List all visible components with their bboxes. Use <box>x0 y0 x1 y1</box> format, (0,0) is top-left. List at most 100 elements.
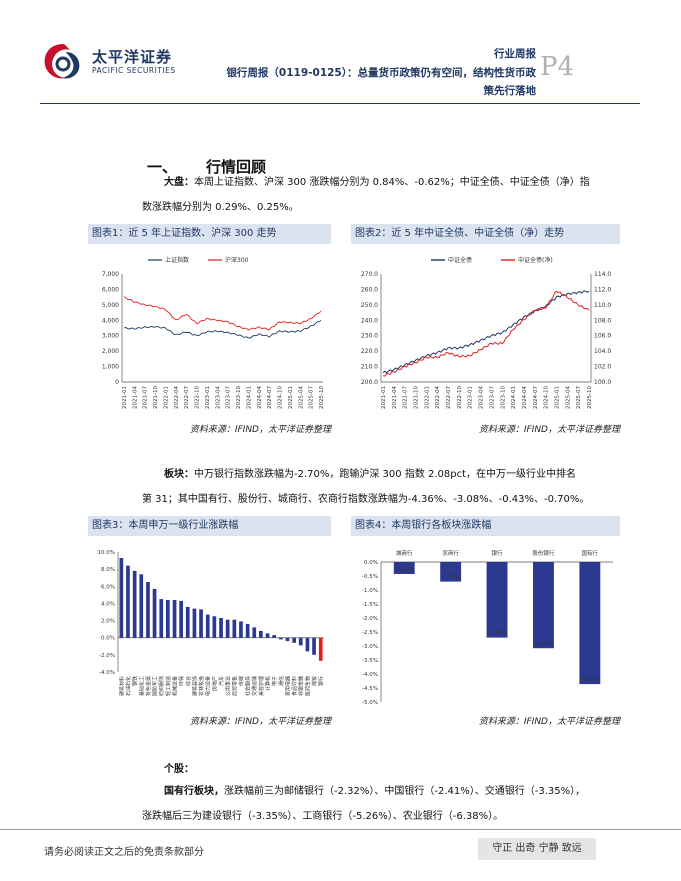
chart4-y-tick: -2.0% <box>362 616 378 622</box>
chart3-x-tick: 公用事业 <box>225 676 232 696</box>
chart2-x-tick: 2023-01 <box>468 386 474 409</box>
chart2-y-tick-right: 100.0 <box>594 379 611 386</box>
chart3-y-tick: -4.0% <box>99 670 115 676</box>
chart3-y-tick: 0.0% <box>101 636 115 642</box>
paragraph-market-line1: 大盘：本周上证指数、沪深 300 涨跌幅分别为 0.84%、-0.62%；中证全… <box>142 170 642 195</box>
figure1-title: 图表1：近 5 年上证指数、沪深 300 走势 <box>88 224 331 244</box>
chart1-x-tick: 2022-01 <box>163 386 169 409</box>
chart1-x-tick: 2022-10 <box>195 386 201 409</box>
chart3-y-tick: 6.0% <box>101 584 115 590</box>
chart2-x-tick: 2025-07 <box>576 386 582 409</box>
chart3-bar <box>139 574 144 638</box>
chart2-x-tick: 2021-10 <box>414 386 420 409</box>
chart4-y-tick: -3.0% <box>362 644 378 650</box>
logo-text-cn: 太平洋证券 <box>92 48 173 66</box>
chart3-bar <box>305 637 310 652</box>
chart-bond-index: 200.0 210.0 220.0 230.0 240.0 250.0 260.0 270.0… <box>361 256 612 409</box>
header-divider <box>40 103 640 104</box>
chart3-x-tick: 非银金融 <box>298 676 305 696</box>
chart4-y-tick: -1.0% <box>362 588 378 594</box>
chart2-x-tick: 2024-04 <box>522 386 528 409</box>
chart3-x-tick: 房地产 <box>211 676 218 691</box>
chart3-y-tick: 8.0% <box>101 567 115 573</box>
chart3-x-tick: 环保 <box>178 676 185 686</box>
chart4-x-tick: 国有行 <box>582 549 599 557</box>
paragraph-state-banks-lead: 国有行板块， <box>164 786 224 797</box>
chart2-y-tick-left: 260.0 <box>361 286 378 293</box>
chart3-x-tick: 汽车 <box>218 676 225 686</box>
paragraph-state-banks-text2: 涨跌幅后三为建设银行（-3.35%）、工商银行（-5.26%）、农业银行（-6.… <box>142 811 504 822</box>
chart1-x-tick: 2025-10 <box>319 386 325 409</box>
chart3-bar <box>298 637 303 646</box>
sub-heading-stocks: 个股： <box>164 757 194 782</box>
chart3-x-tick: 钢铁 <box>132 676 139 686</box>
chart3-x-tick: 传媒 <box>238 676 245 686</box>
chart3-x-tick: 电力设备 <box>205 676 212 696</box>
paragraph-sector-lead: 板块： <box>164 469 194 480</box>
chart3-x-tick: 国防军工 <box>152 676 159 696</box>
chart1-x-tick: 2024-01 <box>246 386 252 409</box>
chart2-x-tick: 2022-10 <box>457 386 463 409</box>
logo-text-en: PACIFIC SECURITIES <box>92 66 176 75</box>
chart3-bar <box>312 637 316 655</box>
chart1-y-tick: 4,000 <box>102 317 119 324</box>
footer-disclaimer: 请务必阅读正文之后的免责条款部分 <box>44 847 204 858</box>
chart3-bar <box>146 582 150 638</box>
figure4-source: 资料来源：IFIND，太平洋证券整理 <box>478 717 620 727</box>
chart3-bar <box>239 621 243 638</box>
chart3-y-tick: 2.0% <box>101 619 115 625</box>
chart3-bar <box>172 600 177 638</box>
footer-motto: 守正 出奇 宁静 致远 <box>478 838 596 860</box>
paragraph-sector-text2: 第 31；其中国有行、股份行、城商行、农商行指数涨跌幅为-4.36%、-3.08… <box>142 494 590 505</box>
chart3-x-tick: 农林牧渔 <box>198 676 205 696</box>
chart2-y-tick-right: 104.0 <box>594 348 611 355</box>
chart3-bar <box>212 616 217 638</box>
paragraph-sector: 板块：中万银行指数涨跌幅为-2.70%，跑输沪深 300 指数 2.08pct，… <box>142 462 642 512</box>
chart1-x-tick: 2023-10 <box>236 386 242 409</box>
chart4-data-label: -0.43% <box>394 567 413 573</box>
chart3-x-tick: 轻工制造 <box>165 676 172 696</box>
chart1-x-tick: 2024-04 <box>257 386 263 409</box>
chart3-bar <box>259 630 263 638</box>
report-title-line1: 银行周报（0119-0125）：总量货币政策仍有空间，结构性货币政 <box>226 67 536 79</box>
chart1-y-tick: 7,000 <box>102 271 119 278</box>
chart-bank-sectors: 0.0% -0.5% -1.0% -1.5% -2.0% -2.5% -3.0% -3.5% -… <box>362 549 613 706</box>
figure4-title: 图表4：本周银行各板块涨跌幅 <box>351 516 620 536</box>
chart4-y-tick: -0.5% <box>362 574 378 580</box>
paragraph-state-banks-text1: 涨跌幅前三为邮储银行（-2.32%）、中国银行（-2.41%）、交通银行（-3.… <box>224 786 586 797</box>
chart4-bar <box>579 562 601 685</box>
chart1-x-tick: 2022-04 <box>174 386 180 409</box>
chart4-y-tick: -4.5% <box>362 686 378 692</box>
chart1-legend-label: 沪深300 <box>225 256 249 264</box>
chart3-bar <box>185 606 190 638</box>
chart2-y-tick-left: 270.0 <box>361 271 378 278</box>
chart2-y-tick-left: 200.0 <box>361 379 378 386</box>
chart3-x-tick: 石油石化 <box>125 676 132 696</box>
chart3-bar <box>252 627 257 638</box>
chart3-x-tick: 建筑材料 <box>118 676 125 696</box>
chart2-x-tick: 2021-04 <box>392 386 398 409</box>
chart2-y-tick-left: 230.0 <box>361 333 378 340</box>
chart3-x-tick: 商贸零售 <box>231 676 238 696</box>
chart1-x-tick: 2021-04 <box>132 386 138 409</box>
chart4-x-tick: 银行 <box>491 549 503 557</box>
chart2-series-line-1 <box>382 290 590 374</box>
chart2-y-tick-right: 102.0 <box>594 364 611 371</box>
chart3-bar <box>119 558 124 638</box>
chart1-legend-label: 上证指数 <box>165 256 189 264</box>
sub-heading-stocks-text: 个股： <box>164 764 194 775</box>
paragraph-state-banks-line1: 国有行板块，涨跌幅前三为邮储银行（-2.32%）、中国银行（-2.41%）、交通… <box>142 779 642 804</box>
chart3-x-tick: 机械设备 <box>171 676 178 696</box>
figure2-source: 资料来源：IFIND，太平洋证券整理 <box>478 425 620 435</box>
chart3-x-tick: 建筑装饰 <box>191 676 198 696</box>
chart3-bar <box>152 588 157 638</box>
logo-icon <box>44 44 80 79</box>
chart2-x-tick: 2022-04 <box>435 386 441 409</box>
figure2-title: 图表2：近 5 年中证全债、中证全债（净）走势 <box>351 224 620 244</box>
chart2-x-tick: 2023-07 <box>489 386 495 409</box>
report-kind: 行业周报 <box>494 48 536 60</box>
report-title-line2: 策先行落地 <box>483 85 537 97</box>
chart3-bar <box>279 637 283 640</box>
chart1-x-tick: 2025-07 <box>309 386 315 409</box>
chart2-y-tick-left: 250.0 <box>361 302 378 309</box>
